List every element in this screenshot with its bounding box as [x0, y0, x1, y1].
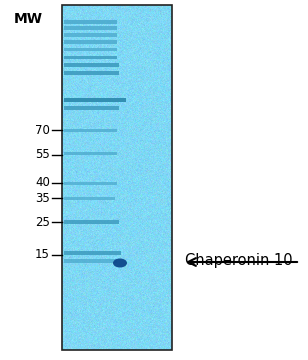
- Bar: [64, 220, 119, 224]
- Bar: [64, 152, 117, 154]
- Bar: [64, 63, 119, 67]
- Text: 55: 55: [35, 148, 50, 162]
- Text: 70: 70: [35, 123, 50, 136]
- Bar: [64, 106, 119, 110]
- Bar: [64, 259, 117, 263]
- Bar: [64, 40, 117, 44]
- Bar: [64, 20, 117, 24]
- Text: 15: 15: [35, 248, 50, 261]
- Bar: [64, 55, 117, 58]
- Bar: [64, 48, 117, 50]
- Bar: [64, 33, 117, 37]
- Ellipse shape: [113, 258, 127, 267]
- Bar: [64, 181, 117, 184]
- Text: 25: 25: [35, 216, 50, 229]
- Text: 35: 35: [35, 192, 50, 204]
- Bar: [62, 5, 172, 350]
- Bar: [64, 71, 119, 75]
- Text: 40: 40: [35, 176, 50, 189]
- Bar: [64, 251, 121, 255]
- Bar: [64, 26, 117, 30]
- Bar: [64, 129, 117, 131]
- Text: Chaperonin 10: Chaperonin 10: [185, 253, 293, 269]
- Bar: [64, 197, 115, 199]
- Bar: [64, 98, 126, 102]
- Text: MW: MW: [14, 12, 43, 26]
